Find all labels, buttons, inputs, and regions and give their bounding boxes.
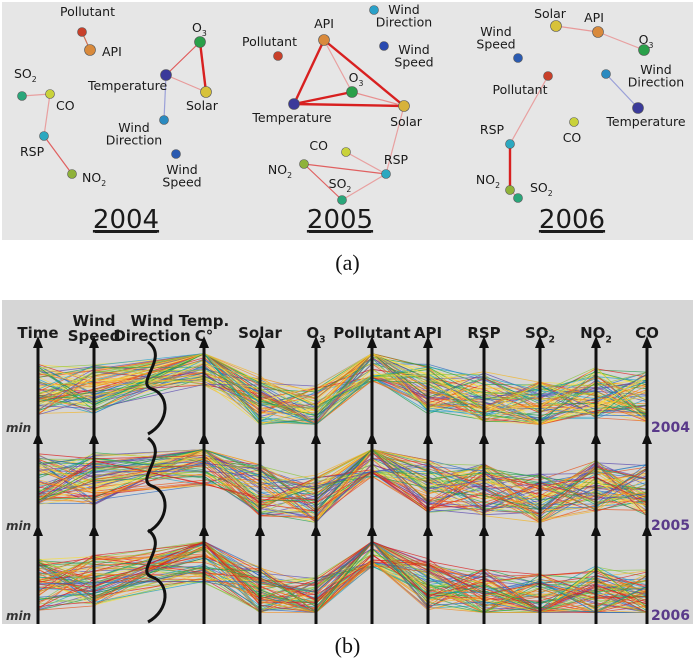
node-label-winddirection: Direction (628, 75, 684, 90)
node-pollutant (274, 52, 283, 61)
min-label: min (6, 609, 31, 623)
node-api (85, 45, 96, 56)
node-co (570, 118, 579, 127)
node-label-windspeed: Speed (394, 55, 433, 70)
node-windspeed (380, 42, 389, 51)
row-year-label-2005: 2005 (651, 518, 690, 534)
node-label-windspeed: Speed (476, 37, 515, 52)
panel-b-caption: (b) (0, 633, 695, 659)
panel-a-caption: (a) (0, 250, 695, 276)
node-label-winddirection: Direction (106, 133, 162, 148)
node-solar (551, 21, 562, 32)
node-label-solar: Solar (186, 98, 219, 113)
node-label-pollutant: Pollutant (242, 34, 297, 49)
node-label-temperature: Temperature (605, 114, 685, 129)
node-temperature (633, 103, 644, 114)
row-year-label-2004: 2004 (651, 420, 690, 436)
node-temperature (289, 99, 300, 110)
node-rsp (40, 132, 49, 141)
year-label-2005: 2005 (307, 205, 373, 235)
node-label-windspeed: Speed (162, 175, 201, 190)
node-so2 (18, 92, 27, 101)
min-label: min (6, 519, 31, 533)
node-label-temperature: Temperature (87, 78, 167, 93)
node-solar (399, 101, 410, 112)
node-no2 (68, 170, 77, 179)
node-winddirection (370, 6, 379, 15)
node-label-winddirection: Direction (376, 15, 432, 30)
node-label-temperature: Temperature (251, 110, 331, 125)
node-windspeed (172, 150, 181, 159)
node-label-co: CO (563, 130, 582, 145)
node-o3 (195, 37, 206, 48)
node-label-api: API (314, 16, 334, 31)
node-api (593, 27, 604, 38)
node-co (342, 148, 351, 157)
year-label-2006: 2006 (539, 205, 605, 235)
panel-a-network-graphs: PollutantAPIO3TemperatureSolarSO2CORSPNO… (2, 2, 693, 240)
node-label-pollutant: Pollutant (493, 82, 548, 97)
node-label-solar: Solar (390, 114, 423, 129)
node-label-api: API (584, 10, 604, 25)
node-rsp (506, 140, 515, 149)
node-no2 (506, 186, 515, 195)
node-label-co: CO (309, 138, 328, 153)
node-pollutant (544, 72, 553, 81)
node-solar (201, 87, 212, 98)
node-co (46, 90, 55, 99)
panel-b-parallel-coordinates: TimeWindSpeedWindDirectionTemp.C°SolarO3… (2, 300, 693, 624)
node-o3 (347, 87, 358, 98)
node-so2 (338, 196, 347, 205)
node-winddirection (602, 70, 611, 79)
node-api (319, 35, 330, 46)
node-label-rsp: RSP (480, 122, 505, 137)
node-so2 (514, 194, 523, 203)
min-label: min (6, 421, 31, 435)
node-rsp (382, 170, 391, 179)
node-winddirection (160, 116, 169, 125)
node-no2 (300, 160, 309, 169)
node-label-solar: Solar (534, 6, 567, 21)
node-label-co: CO (56, 98, 75, 113)
node-label-api: API (102, 44, 122, 59)
year-label-2004: 2004 (93, 205, 159, 235)
node-windspeed (514, 54, 523, 63)
row-year-label-2006: 2006 (651, 608, 690, 624)
node-label-pollutant: Pollutant (60, 4, 115, 19)
node-label-rsp: RSP (20, 144, 45, 159)
node-label-rsp: RSP (384, 152, 409, 167)
node-pollutant (78, 28, 87, 37)
